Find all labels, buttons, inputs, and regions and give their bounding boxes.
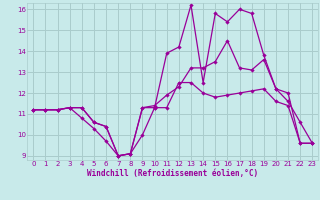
X-axis label: Windchill (Refroidissement éolien,°C): Windchill (Refroidissement éolien,°C) (87, 169, 258, 178)
